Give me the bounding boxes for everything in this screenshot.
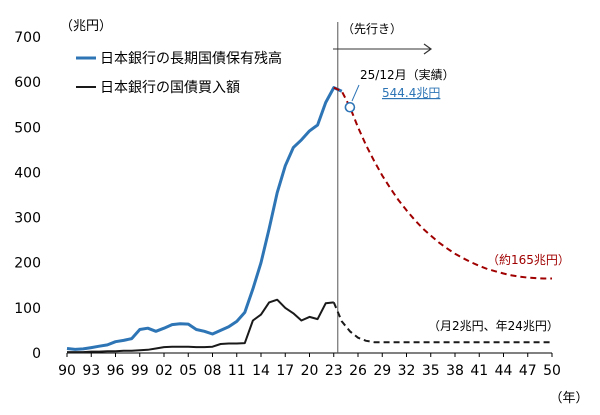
actual-value-marker bbox=[344, 101, 356, 113]
purchases-line bbox=[67, 298, 334, 354]
y-tick-label: 700 bbox=[14, 30, 41, 46]
y-tick-label: 500 bbox=[14, 120, 41, 136]
x-tick-label: 20 bbox=[301, 363, 319, 379]
purchase-forecast-label: （月2兆円、年24兆円） bbox=[428, 319, 559, 333]
y-tick-label: 200 bbox=[14, 256, 41, 272]
series-layer bbox=[66, 86, 552, 354]
x-tick-label: 17 bbox=[276, 363, 294, 379]
x-tick-label: 11 bbox=[228, 363, 246, 379]
x-tick-label: 93 bbox=[82, 363, 100, 379]
x-tick-label: 29 bbox=[373, 363, 391, 379]
y-axis-unit-label: （兆円） bbox=[60, 19, 112, 34]
purchases-forecast-line bbox=[332, 302, 552, 344]
x-tick-label: 44 bbox=[495, 363, 513, 379]
legend-label-purchases: 日本銀行の国債買入額 bbox=[100, 80, 240, 96]
x-tick-label: 23 bbox=[325, 363, 343, 379]
x-tick-label: 90 bbox=[58, 363, 76, 379]
legend-label-holdings: 日本銀行の長期国債保有残高 bbox=[100, 50, 282, 67]
x-tick-label: 26 bbox=[349, 363, 367, 379]
y-tick-label: 400 bbox=[14, 165, 41, 181]
x-tick-label: 32 bbox=[398, 363, 416, 379]
x-tick-label: 08 bbox=[204, 363, 222, 379]
actual-date-label: 25/12月（実績） bbox=[360, 67, 455, 82]
x-tick-label: 47 bbox=[519, 363, 537, 379]
y-tick-label: 300 bbox=[14, 211, 41, 227]
y-tick-label: 600 bbox=[14, 75, 41, 91]
y-tick-label: 0 bbox=[32, 346, 41, 362]
legend: 日本銀行の長期国債保有残高 日本銀行の国債買入額 bbox=[76, 50, 282, 96]
forecast-label: （先行き） bbox=[342, 22, 402, 36]
x-axis-unit-label: （年） bbox=[549, 391, 588, 406]
x-tick-label: 35 bbox=[422, 363, 440, 379]
marker-leader-line bbox=[351, 84, 360, 102]
forecast-arrow-icon bbox=[423, 43, 433, 55]
x-tick-label: 41 bbox=[470, 363, 488, 379]
x-tick-label: 02 bbox=[155, 363, 173, 379]
y-axis: 0 100 200 300 400 500 600 700 bbox=[14, 30, 41, 362]
x-tick-label: 05 bbox=[179, 363, 197, 379]
x-axis: 90 93 96 99 02 05 08 11 14 17 20 23 26 29 32 35 38 41 44 47… bbox=[58, 353, 561, 379]
x-tick-label: 99 bbox=[131, 363, 149, 379]
actual-value-label: 544.4兆円 bbox=[382, 86, 440, 100]
x-tick-label: 38 bbox=[446, 363, 464, 379]
y-tick-label: 100 bbox=[14, 301, 41, 317]
x-tick-label: 14 bbox=[252, 363, 270, 379]
holdings-line bbox=[66, 86, 343, 351]
x-tick-label: 96 bbox=[107, 363, 125, 379]
forecast-end-value-label: （約165兆円） bbox=[487, 252, 570, 267]
holdings-forecast-line bbox=[333, 86, 552, 280]
x-tick-label: 50 bbox=[543, 363, 561, 379]
